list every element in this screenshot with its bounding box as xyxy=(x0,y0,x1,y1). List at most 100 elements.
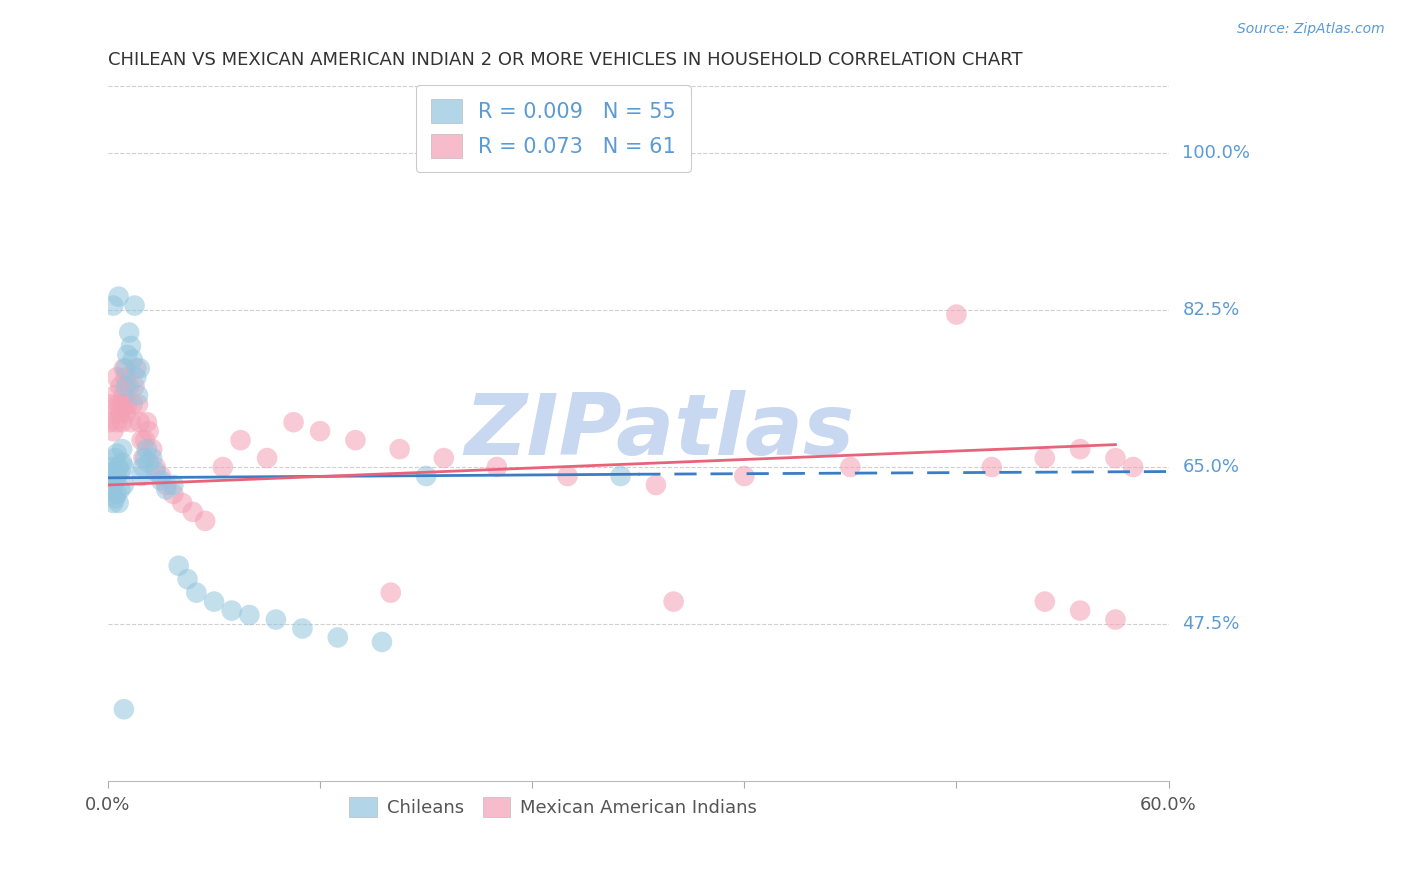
Point xyxy=(135,442,157,456)
Point xyxy=(1069,442,1091,456)
Point xyxy=(112,702,135,716)
Point xyxy=(114,379,136,393)
Point xyxy=(141,442,163,456)
Point xyxy=(124,299,146,313)
Point xyxy=(172,496,194,510)
Text: ZIPatlas: ZIPatlas xyxy=(464,390,855,473)
Point xyxy=(283,415,305,429)
Point xyxy=(162,487,184,501)
Point xyxy=(388,442,411,456)
Point xyxy=(132,451,155,466)
Point xyxy=(103,496,125,510)
Point xyxy=(1104,613,1126,627)
Point xyxy=(100,483,122,497)
Point xyxy=(167,558,190,573)
Point xyxy=(1104,451,1126,466)
Point xyxy=(162,478,184,492)
Point xyxy=(104,406,127,420)
Point xyxy=(131,469,153,483)
Point xyxy=(105,415,128,429)
Legend: Chileans, Mexican American Indians: Chileans, Mexican American Indians xyxy=(342,790,765,824)
Point xyxy=(645,478,668,492)
Point xyxy=(112,361,135,376)
Point xyxy=(112,460,135,475)
Point xyxy=(145,465,167,479)
Point xyxy=(124,379,146,393)
Point xyxy=(264,613,287,627)
Point xyxy=(128,415,150,429)
Point xyxy=(121,352,143,367)
Point xyxy=(221,603,243,617)
Point xyxy=(150,469,173,483)
Point xyxy=(980,460,1002,475)
Point xyxy=(609,469,631,483)
Point xyxy=(125,370,148,384)
Point xyxy=(120,415,142,429)
Point xyxy=(118,326,141,340)
Text: 82.5%: 82.5% xyxy=(1182,301,1240,319)
Point xyxy=(105,469,128,483)
Point xyxy=(128,361,150,376)
Point xyxy=(150,474,173,488)
Point xyxy=(380,585,402,599)
Point xyxy=(141,451,163,466)
Point xyxy=(127,397,149,411)
Point xyxy=(202,594,225,608)
Point xyxy=(125,361,148,376)
Point xyxy=(176,572,198,586)
Point xyxy=(127,388,149,402)
Point xyxy=(131,433,153,447)
Point xyxy=(103,465,125,479)
Point xyxy=(112,478,135,492)
Point xyxy=(839,460,862,475)
Point xyxy=(103,478,125,492)
Point xyxy=(112,388,135,402)
Point xyxy=(557,469,579,483)
Point xyxy=(104,491,127,506)
Point xyxy=(1033,451,1056,466)
Point xyxy=(155,483,177,497)
Point xyxy=(291,622,314,636)
Point xyxy=(118,379,141,393)
Point xyxy=(134,451,156,466)
Point xyxy=(107,397,129,411)
Point xyxy=(105,370,128,384)
Point xyxy=(114,370,136,384)
Point xyxy=(100,460,122,475)
Point xyxy=(733,469,755,483)
Point xyxy=(104,388,127,402)
Point xyxy=(104,474,127,488)
Point xyxy=(107,290,129,304)
Point xyxy=(326,631,349,645)
Point xyxy=(111,442,134,456)
Point xyxy=(107,496,129,510)
Point xyxy=(110,483,132,497)
Point xyxy=(138,456,160,470)
Point xyxy=(120,339,142,353)
Point xyxy=(344,433,367,447)
Point xyxy=(194,514,217,528)
Point xyxy=(110,379,132,393)
Point xyxy=(1122,460,1144,475)
Point xyxy=(107,460,129,475)
Point xyxy=(117,348,139,362)
Point xyxy=(110,465,132,479)
Point xyxy=(1033,594,1056,608)
Point xyxy=(662,594,685,608)
Point xyxy=(1069,603,1091,617)
Point xyxy=(114,361,136,376)
Text: 100.0%: 100.0% xyxy=(1182,145,1250,162)
Point xyxy=(229,433,252,447)
Point xyxy=(111,415,134,429)
Point xyxy=(103,299,125,313)
Point xyxy=(256,451,278,466)
Point xyxy=(138,424,160,438)
Point xyxy=(485,460,508,475)
Point xyxy=(155,478,177,492)
Point xyxy=(103,424,125,438)
Text: 65.0%: 65.0% xyxy=(1182,458,1240,476)
Point xyxy=(309,424,332,438)
Point xyxy=(415,469,437,483)
Point xyxy=(212,460,235,475)
Text: 47.5%: 47.5% xyxy=(1182,615,1240,633)
